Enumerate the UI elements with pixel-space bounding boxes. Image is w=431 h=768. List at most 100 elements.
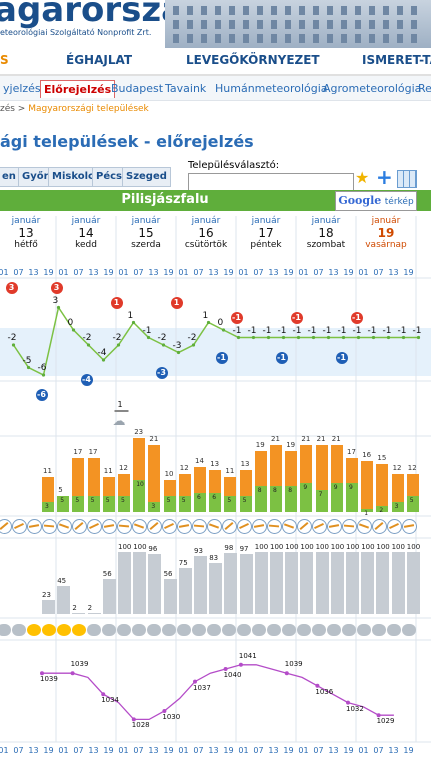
- pressure-value: 1037: [193, 683, 211, 692]
- wind-speed-value: 5: [60, 497, 65, 504]
- subnav-item-budapest[interactable]: Budapest: [111, 82, 164, 95]
- temperature-value: -1: [277, 325, 287, 336]
- hour-label: 13: [208, 268, 219, 277]
- hour-label: 19: [403, 746, 414, 755]
- wind-direction-icon: [342, 519, 357, 534]
- temperature-point: [266, 335, 271, 340]
- wind-speed-bar: [118, 496, 130, 512]
- day-weekday: vasárnap: [365, 240, 407, 250]
- building-window: [173, 6, 179, 15]
- hour-label: 13: [148, 268, 159, 277]
- subnav-item-warnings[interactable]: yjelzés: [3, 82, 41, 95]
- wind-direction-icon: [327, 519, 342, 534]
- wind-speed-value: 2: [379, 506, 384, 514]
- hour-label: 07: [253, 268, 264, 277]
- wind-gust-value: 19: [286, 441, 296, 450]
- subnav-item-more[interactable]: Re: [418, 82, 431, 95]
- hour-label: 13: [328, 746, 339, 755]
- wind-direction-icon: [207, 519, 222, 534]
- hour-label: 01: [238, 268, 249, 277]
- hour-label: 07: [13, 268, 24, 277]
- snow-bar: [114, 410, 129, 412]
- building-window: [355, 34, 361, 43]
- hour-label: 19: [223, 746, 234, 755]
- max-temperature-badge: -1: [290, 311, 303, 324]
- min-temperature-badge: -3: [155, 366, 168, 379]
- wind-speed-value: 8: [273, 487, 277, 495]
- wind-direction-icon: [27, 519, 42, 534]
- pressure-line: [42, 664, 394, 721]
- nav-item-0[interactable]: S: [0, 53, 9, 67]
- cloud-cover-bar: [254, 552, 268, 614]
- subnav-item-agrometeorology[interactable]: Agrometeorológia: [323, 82, 422, 95]
- wind-gust-value: 17: [73, 447, 83, 456]
- wind-direction-icon: [297, 519, 312, 534]
- temperature-point: [71, 328, 76, 332]
- cloud-icon: [267, 624, 281, 636]
- day-header: január 18 szombat: [296, 216, 356, 250]
- day-number: 18: [318, 226, 334, 240]
- hour-label: 07: [313, 746, 324, 755]
- cloud-cover-value: 100: [285, 543, 299, 551]
- cloud-icon: [192, 624, 206, 636]
- cloud-cover-bar: [224, 553, 238, 614]
- temperature-value: -1: [352, 325, 362, 336]
- building-window: [229, 6, 235, 15]
- wind-speed-bar: [102, 496, 115, 512]
- hour-label: 13: [28, 746, 39, 755]
- pressure-value: 1039: [284, 660, 303, 669]
- wind-gust-value: 12: [119, 463, 128, 472]
- temperature-point: [86, 343, 91, 347]
- subnav-item-human-meteorology[interactable]: Humánmeteorológia: [215, 82, 328, 95]
- pressure-point: [315, 683, 320, 688]
- google-map-button[interactable]: Google térkép: [335, 191, 417, 211]
- cloud-icon: [357, 624, 371, 636]
- nav-item-air-environment[interactable]: LEVEGŐKÖRNYEZET: [186, 53, 320, 67]
- wind-gust-value: 21: [149, 434, 159, 443]
- cloud-cover-value: 100: [361, 543, 375, 551]
- temperature-point: [221, 328, 226, 332]
- building-window: [215, 20, 221, 29]
- building-window: [187, 6, 193, 15]
- hour-label: 07: [13, 746, 24, 755]
- wind-direction-icon: [57, 519, 72, 534]
- subnav-item-forecast[interactable]: Előrejelzés: [40, 80, 116, 98]
- day-header: január 19 vasárnap: [356, 216, 416, 250]
- google-map-label: térkép: [384, 197, 414, 207]
- site-logo-subtitle: eteorológiai Szolgáltató Nonprofit Zrt.: [0, 28, 152, 37]
- hour-label: 19: [43, 268, 54, 277]
- hour-label: 19: [343, 746, 354, 755]
- favorite-star-icon[interactable]: ★: [355, 168, 370, 187]
- breadcrumb: zés > Magyarországi települések: [0, 104, 149, 114]
- min-temperature-badge: -1: [275, 351, 288, 364]
- wind-gust-value: 21: [271, 434, 280, 443]
- cloud-icon: [312, 624, 326, 636]
- wind-speed-bar: [148, 502, 161, 512]
- day-weekday: péntek: [250, 240, 282, 250]
- add-plus-icon[interactable]: +: [376, 165, 393, 189]
- subnav-item-lakes[interactable]: Tavaink: [165, 82, 207, 95]
- nav-item-climate[interactable]: ÉGHAJLAT: [66, 53, 133, 67]
- nav-item-knowledge[interactable]: ISMERET-TÁ: [362, 53, 431, 67]
- hour-label: 19: [223, 268, 234, 277]
- temperature-point: [386, 335, 391, 340]
- building-window: [229, 34, 235, 43]
- wind-speed-value: 3: [394, 503, 399, 511]
- temperature-value: -1: [367, 325, 377, 336]
- wind-speed-bar: [178, 496, 191, 512]
- table-view-icon[interactable]: [397, 170, 417, 188]
- cloud-icon: [177, 624, 191, 636]
- wind-direction-icon: [237, 519, 252, 534]
- wind-speed-bar: [209, 492, 222, 512]
- temperature-value: -1: [322, 325, 332, 336]
- day-number: 16: [198, 226, 214, 240]
- breadcrumb-link[interactable]: Magyarországi települések: [28, 104, 149, 114]
- hour-label: 07: [193, 746, 204, 755]
- city-button-szeged[interactable]: Szeged: [122, 167, 171, 187]
- hour-label: 13: [388, 268, 399, 277]
- building-window: [257, 34, 263, 43]
- wind-direction-icon: [387, 519, 402, 534]
- cloud-cover-value: 100: [376, 543, 390, 551]
- day-weekday: hétfő: [14, 240, 38, 250]
- building-window: [355, 6, 361, 15]
